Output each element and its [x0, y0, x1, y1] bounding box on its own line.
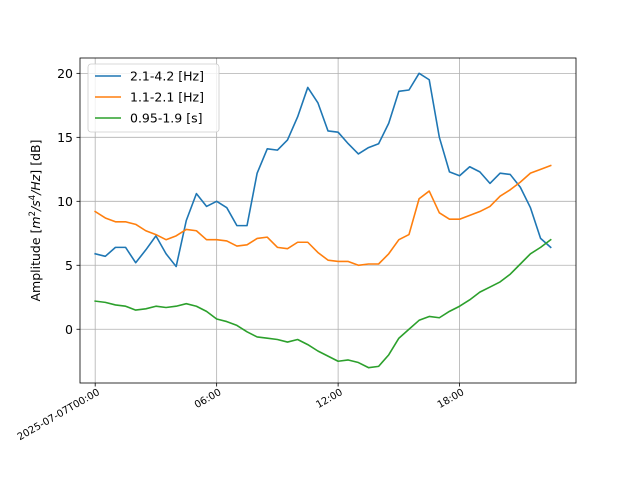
- y-tick-label: 0: [65, 322, 73, 337]
- legend-label-3: 0.95-1.9 [s]: [130, 111, 202, 126]
- series-line-1: [94, 72, 552, 268]
- y-axis-label: Amplitude [m2/s4/Hz] [dB]: [28, 140, 43, 302]
- y-axis-label-text: Amplitude [m2/s4/Hz] [dB]: [28, 140, 43, 302]
- legend-label-1: 2.1-4.2 [Hz]: [130, 69, 204, 84]
- y-tick-label: 10: [57, 194, 73, 209]
- legend: 2.1-4.2 [Hz] 1.1-2.1 [Hz] 0.95-1.9 [s]: [87, 63, 220, 133]
- y-axis-label-part: 4: [28, 195, 38, 200]
- series-lines: [94, 72, 552, 369]
- legend-label-2: 1.1-2.1 [Hz]: [130, 90, 204, 105]
- y-tick-label: 5: [65, 258, 73, 273]
- series-line-3: [94, 238, 552, 369]
- y-tick-label: 15: [57, 130, 73, 145]
- y-axis-label-part: Hz: [28, 174, 43, 190]
- y-axis-label-part: /: [28, 189, 43, 196]
- y-axis-label-part: Amplitude [: [28, 229, 43, 302]
- y-axis-label-part: m: [28, 216, 43, 228]
- legend-box: [87, 63, 220, 133]
- plot-area-frame: [79, 57, 577, 384]
- y-axis-label-part: 2: [28, 211, 38, 216]
- y-axis-label-part: ] [dB]: [28, 140, 43, 175]
- series-line-2: [94, 164, 552, 267]
- y-tick-label: 20: [57, 66, 73, 81]
- y-axis-label-part: /: [28, 205, 43, 212]
- y-axis-label-part: s: [28, 200, 43, 207]
